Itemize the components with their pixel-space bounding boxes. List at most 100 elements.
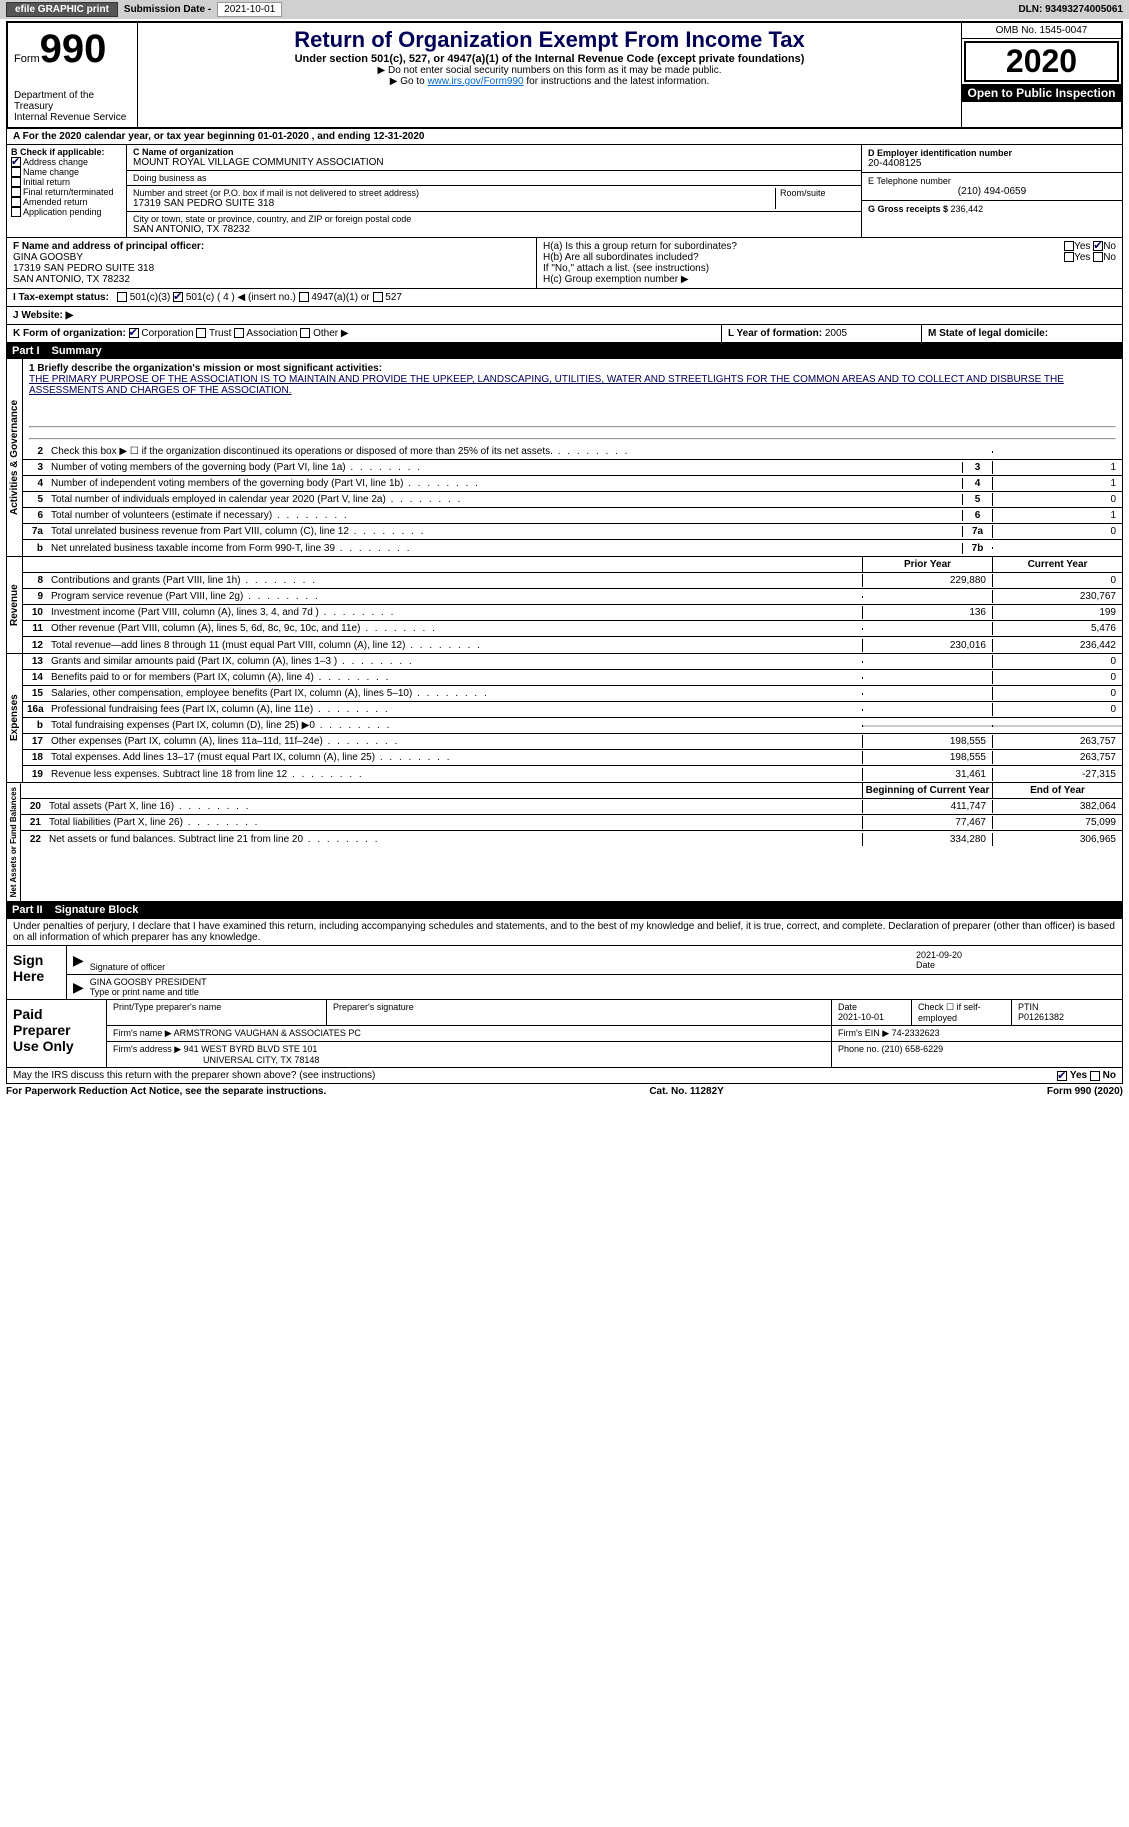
officer-addr1: 17319 SAN PEDRO SUITE 318	[13, 263, 530, 274]
m-label: M State of legal domicile:	[928, 328, 1048, 339]
summary-netassets: Net Assets or Fund Balances Beginning of…	[6, 783, 1123, 902]
summary-line: 21Total liabilities (Part X, line 26)77,…	[21, 815, 1122, 831]
summary-revenue: Revenue Prior YearCurrent Year 8Contribu…	[6, 557, 1123, 654]
summary-line: 12Total revenue—add lines 8 through 11 (…	[23, 637, 1122, 653]
irs-discuss-row: May the IRS discuss this return with the…	[6, 1068, 1123, 1084]
summary-governance: Activities & Governance 1 Briefly descri…	[6, 359, 1123, 557]
form-ref: Form 990 (2020)	[1047, 1086, 1123, 1097]
summary-line: 11Other revenue (Part VIII, column (A), …	[23, 621, 1122, 637]
row-officer-h: F Name and address of principal officer:…	[6, 238, 1123, 289]
hc-label: H(c) Group exemption number ▶	[543, 274, 1116, 285]
org-name: MOUNT ROYAL VILLAGE COMMUNITY ASSOCIATIO…	[133, 157, 855, 168]
org-form-checkbox[interactable]	[300, 328, 310, 338]
summary-line: 10Investment income (Part VIII, column (…	[23, 605, 1122, 621]
summary-line: 3Number of voting members of the governi…	[23, 460, 1122, 476]
checkbox-item[interactable]: Address change	[11, 157, 122, 167]
summary-expenses: Expenses 13Grants and similar amounts pa…	[6, 654, 1123, 783]
summary-line: 17Other expenses (Part IX, column (A), l…	[23, 734, 1122, 750]
irs-link[interactable]: www.irs.gov/Form990	[427, 76, 523, 87]
firm-phone: (210) 658-6229	[882, 1044, 944, 1054]
org-form-checkbox[interactable]	[234, 328, 244, 338]
signature-intro: Under penalties of perjury, I declare th…	[6, 918, 1123, 946]
checkbox-item[interactable]: Application pending	[11, 207, 122, 217]
submission-label: Submission Date -	[124, 4, 211, 15]
omb-number: OMB No. 1545-0047	[962, 23, 1121, 39]
org-name-label: C Name of organization	[133, 147, 855, 157]
sign-here-block: Sign Here ▶ Signature of officer 2021-09…	[6, 946, 1123, 1000]
preparer-label: Paid Preparer Use Only	[7, 1000, 107, 1067]
tax-status-checkbox[interactable]	[173, 292, 183, 302]
tax-year: 2020	[964, 41, 1119, 82]
top-bar: efile GRAPHIC print Submission Date - 20…	[0, 0, 1129, 19]
dln: DLN: 93493274005061	[1018, 4, 1123, 15]
form-subtitle: Under section 501(c), 527, or 4947(a)(1)…	[142, 53, 957, 65]
sig-name-label: Type or print name and title	[90, 987, 199, 997]
org-city: SAN ANTONIO, TX 78232	[133, 224, 855, 235]
ptin-label: PTIN	[1018, 1002, 1116, 1012]
summary-line: bTotal fundraising expenses (Part IX, co…	[23, 718, 1122, 734]
city-label: City or town, state or province, country…	[133, 214, 855, 224]
firm-addr1: 941 WEST BYRD BLVD STE 101	[184, 1044, 318, 1054]
room-label: Room/suite	[775, 188, 855, 209]
summary-line: 9Program service revenue (Part VIII, lin…	[23, 589, 1122, 605]
officer-addr2: SAN ANTONIO, TX 78232	[13, 274, 530, 285]
section-a: A For the 2020 calendar year, or tax yea…	[6, 129, 1123, 145]
current-year-head: Current Year	[992, 557, 1122, 572]
k-label: K Form of organization:	[13, 328, 126, 339]
j-label: J Website: ▶	[13, 310, 73, 321]
website-row: J Website: ▶	[6, 307, 1123, 325]
firm-ein-label: Firm's EIN ▶	[838, 1028, 892, 1038]
org-phone: (210) 494-0659	[868, 186, 1116, 197]
hb-note: If "No," attach a list. (see instruction…	[543, 263, 1116, 274]
dba-label: Doing business as	[133, 173, 855, 183]
firm-ein: 74-2332623	[892, 1028, 940, 1038]
org-form-checkbox[interactable]	[196, 328, 206, 338]
summary-line: 18Total expenses. Add lines 13–17 (must …	[23, 750, 1122, 766]
checkbox-item[interactable]: Amended return	[11, 197, 122, 207]
irs-discuss-q: May the IRS discuss this return with the…	[13, 1070, 375, 1081]
sig-officer-label: Signature of officer	[90, 962, 165, 972]
ha-label: H(a) Is this a group return for subordin…	[543, 241, 737, 252]
org-form-checkbox[interactable]	[129, 328, 139, 338]
tax-status-checkbox[interactable]	[117, 292, 127, 302]
prep-sig-label: Preparer's signature	[327, 1000, 832, 1025]
summary-line: 19Revenue less expenses. Subtract line 1…	[23, 766, 1122, 782]
checkbox-item[interactable]: Name change	[11, 167, 122, 177]
form-label: Form	[14, 53, 40, 65]
l-label: L Year of formation:	[728, 328, 825, 339]
sign-here-label: Sign Here	[7, 946, 67, 999]
vlabel-expenses: Expenses	[7, 654, 23, 782]
summary-line: 14Benefits paid to or for members (Part …	[23, 670, 1122, 686]
public-inspection: Open to Public Inspection	[962, 84, 1121, 102]
submission-date: 2021-10-01	[217, 2, 282, 17]
firm-phone-label: Phone no.	[838, 1044, 882, 1054]
summary-line: 6Total number of volunteers (estimate if…	[23, 508, 1122, 524]
sig-date-label: Date	[916, 960, 935, 970]
tax-status-row: I Tax-exempt status: 501(c)(3) 501(c) ( …	[6, 289, 1123, 307]
efile-print-button[interactable]: efile GRAPHIC print	[6, 2, 118, 17]
summary-line: 15Salaries, other compensation, employee…	[23, 686, 1122, 702]
formation-year: 2005	[825, 328, 847, 339]
officer-name: GINA GOOSBY	[13, 252, 530, 263]
officer-label: F Name and address of principal officer:	[13, 241, 530, 252]
footer: For Paperwork Reduction Act Notice, see …	[6, 1086, 1123, 1097]
mission-text: THE PRIMARY PURPOSE OF THE ASSOCIATION I…	[29, 374, 1116, 396]
form-title: Return of Organization Exempt From Incom…	[142, 27, 957, 53]
checkbox-item[interactable]: Initial return	[11, 177, 122, 187]
summary-line: 4Number of independent voting members of…	[23, 476, 1122, 492]
tax-status-checkbox[interactable]	[299, 292, 309, 302]
gross-receipts: 236,442	[951, 204, 984, 214]
sig-date: 2021-09-20	[916, 950, 1116, 960]
firm-addr2: UNIVERSAL CITY, TX 78148	[113, 1055, 825, 1065]
info-grid: B Check if applicable: Address changeNam…	[6, 145, 1123, 238]
summary-line: 16aProfessional fundraising fees (Part I…	[23, 702, 1122, 718]
sig-name: GINA GOOSBY PRESIDENT	[90, 977, 1116, 987]
tax-status-checkbox[interactable]	[373, 292, 383, 302]
phone-label: E Telephone number	[868, 176, 1116, 186]
part2-header: Part IISignature Block	[6, 902, 1123, 918]
mission-q: 1 Briefly describe the organization's mi…	[29, 363, 1116, 374]
firm-addr-label: Firm's address ▶	[113, 1044, 184, 1054]
checkbox-item[interactable]: Final return/terminated	[11, 187, 122, 197]
vlabel-revenue: Revenue	[7, 557, 23, 653]
arrow-icon: ▶	[73, 979, 84, 996]
